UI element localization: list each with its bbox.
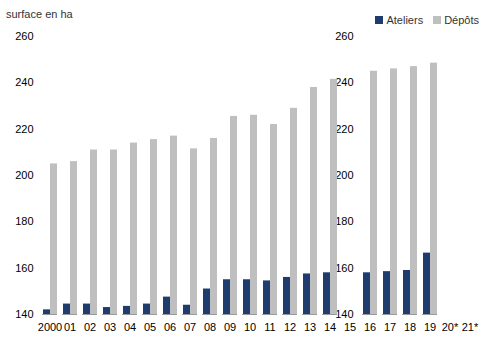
svg-text:200: 200	[15, 169, 33, 181]
svg-text:260: 260	[15, 30, 33, 42]
svg-text:08: 08	[204, 321, 216, 333]
svg-text:19: 19	[424, 321, 436, 333]
svg-text:21*: 21*	[462, 321, 479, 333]
svg-text:160: 160	[335, 262, 353, 274]
svg-text:14: 14	[324, 321, 336, 333]
svg-text:18: 18	[404, 321, 416, 333]
html-text:surface en ha: surface en ha	[6, 8, 73, 20]
svg-text:140: 140	[15, 308, 33, 320]
svg-text:16: 16	[364, 321, 376, 333]
svg-text:260: 260	[335, 30, 353, 42]
svg-text:11: 11	[264, 321, 275, 333]
svg-text:200: 200	[335, 169, 353, 181]
svg-text:07: 07	[184, 321, 196, 333]
html-text:Ateliers: Ateliers	[386, 14, 424, 26]
svg-text:01: 01	[64, 321, 76, 333]
html-text:Dépôts: Dépôts	[444, 14, 479, 26]
svg-text:180: 180	[335, 215, 353, 227]
svg-text:10: 10	[244, 321, 256, 333]
svg-text:180: 180	[15, 215, 33, 227]
svg-text:160: 160	[15, 262, 33, 274]
svg-text:2000: 2000	[38, 321, 62, 333]
svg-text:17: 17	[384, 321, 396, 333]
svg-text:12: 12	[284, 321, 296, 333]
svg-text:09: 09	[224, 321, 236, 333]
svg-text:02: 02	[84, 321, 96, 333]
svg-text:220: 220	[335, 123, 353, 135]
svg-text:240: 240	[335, 76, 353, 88]
svg-text:04: 04	[124, 321, 136, 333]
svg-text:140: 140	[335, 308, 353, 320]
svg-text:13: 13	[304, 321, 316, 333]
svg-text:20*: 20*	[442, 321, 459, 333]
svg-text:240: 240	[15, 76, 33, 88]
svg-text:06: 06	[164, 321, 176, 333]
svg-text:05: 05	[144, 321, 156, 333]
svg-text:220: 220	[15, 123, 33, 135]
svg-text:15: 15	[344, 321, 356, 333]
svg-text:03: 03	[104, 321, 116, 333]
